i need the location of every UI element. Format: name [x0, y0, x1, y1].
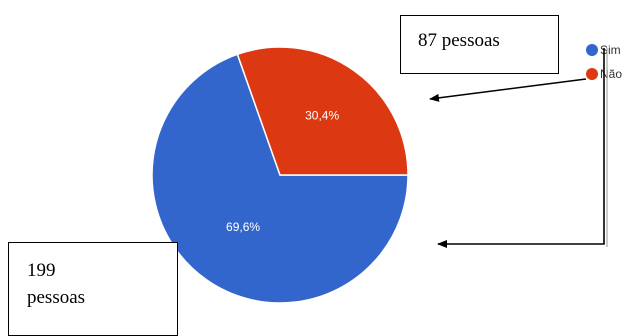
callout-nao-count: 87 pessoas	[400, 15, 559, 74]
pie-slice-sim	[151, 53, 409, 304]
annotation-arrows	[429, 48, 608, 248]
legend-marker-sim	[586, 44, 598, 56]
pie-slice-não	[236, 46, 409, 176]
slice-label-não: 30,4%	[305, 108, 339, 122]
legend-label-não: Não	[600, 67, 622, 81]
callout-sim-count: 199 pessoas	[8, 242, 178, 336]
legend-marker-não	[586, 68, 598, 80]
legend: Sim Não	[586, 43, 622, 81]
legend-label-sim: Sim	[600, 43, 621, 57]
pie-slice-labels: 69,6% 30,4%	[226, 108, 339, 234]
slice-label-sim: 69,6%	[226, 220, 260, 234]
callout-nao-text: 87 pessoas	[418, 30, 500, 51]
callout-sim-unit: pessoas	[27, 287, 86, 308]
arrow-to-nao-slice	[429, 78, 587, 102]
pie-slices	[151, 46, 409, 304]
arrow-to-sim-slice	[437, 48, 605, 248]
callout-sim-number: 199	[27, 260, 56, 281]
